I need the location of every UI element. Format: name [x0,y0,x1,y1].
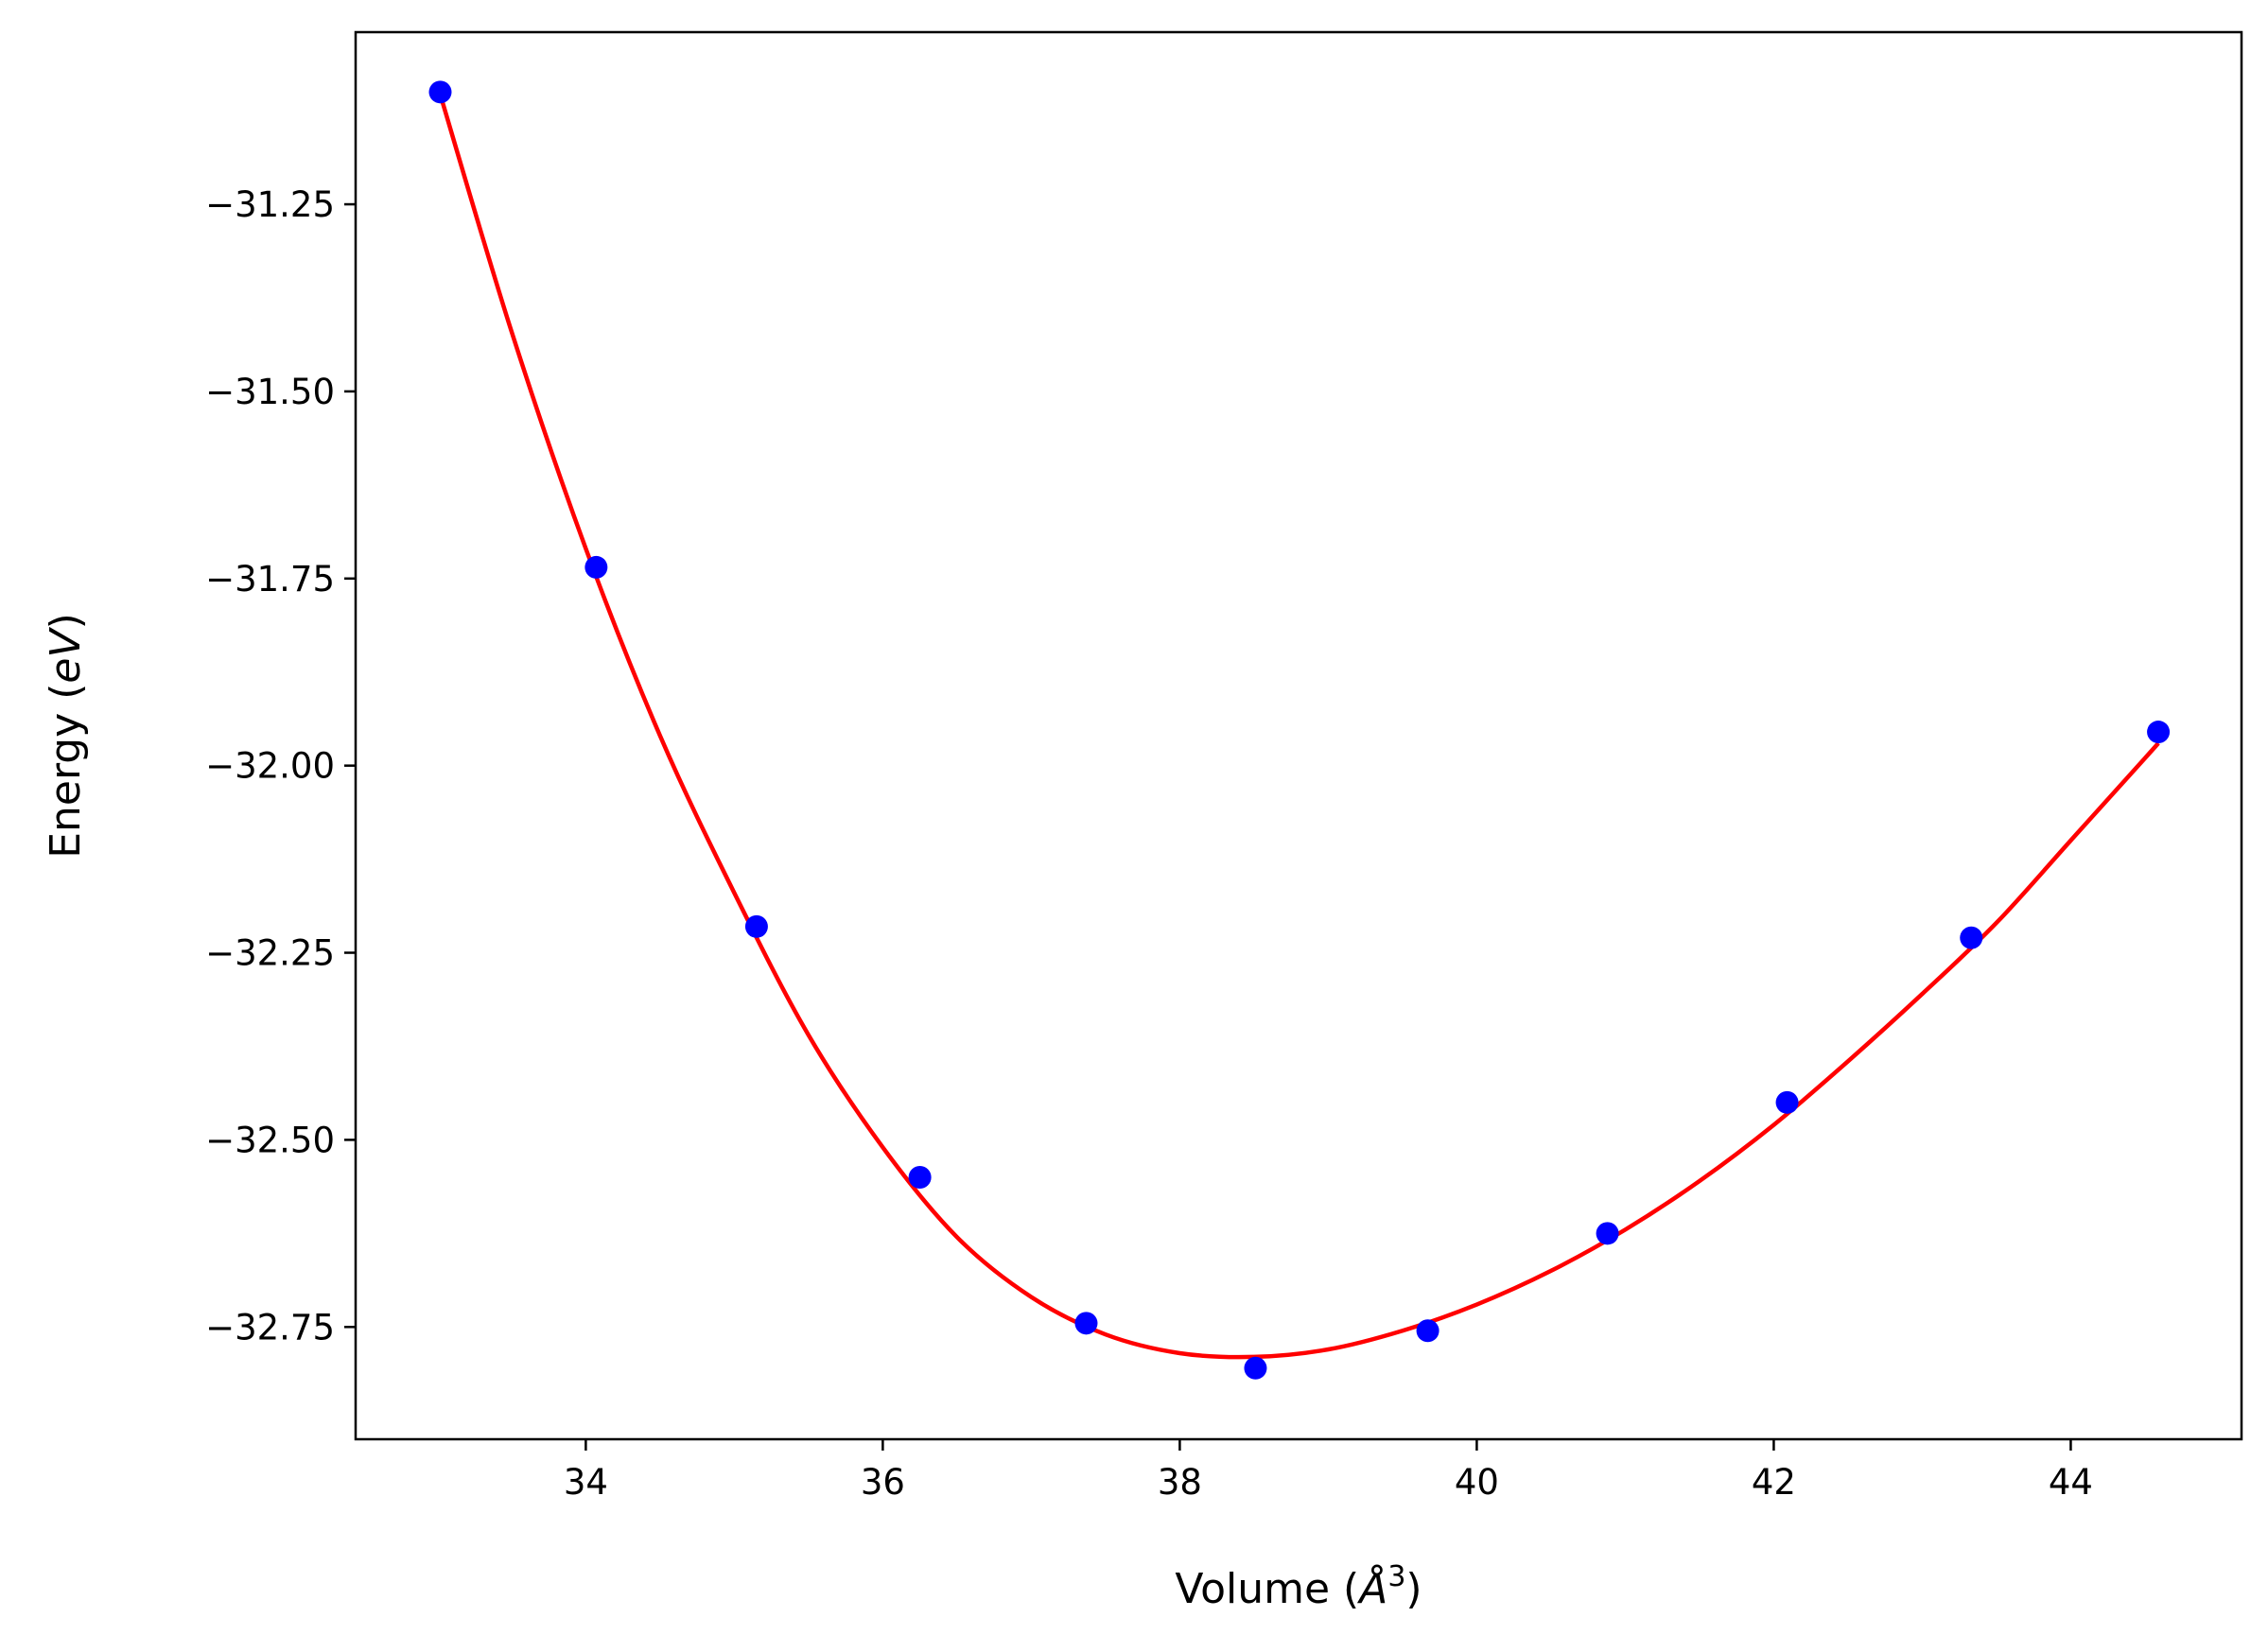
data-point [584,555,608,579]
y-tick-label: −31.25 [205,184,335,225]
y-axis-ticks: −31.25 −31.50 −31.75 −32.00 −32.25 −32.50 −32.… [205,184,356,1348]
data-point [1416,1319,1439,1343]
data-point [1074,1312,1098,1335]
plot-background [356,32,2242,1439]
x-tick-label: 34 [564,1462,608,1503]
y-axis-label: Energy (eV) [42,613,90,859]
x-axis-label-prefix: Volume ( [1175,1565,1359,1613]
x-axis-ticks: 34 36 38 40 42 44 [564,1439,2093,1503]
x-axis-label-sup: 3 [1387,1560,1405,1593]
data-point [744,914,768,938]
data-points-layer [428,80,2171,1380]
data-point [1596,1222,1619,1245]
x-tick-label: 42 [1752,1462,1796,1503]
y-tick-label: −31.50 [205,372,335,412]
x-tick-label: 36 [861,1462,905,1503]
y-axis-label-suffix: ) [42,613,90,629]
x-tick-label: 40 [1455,1462,1499,1503]
y-tick-label: −31.75 [205,559,335,600]
fit-curve-layer [435,83,2160,1360]
x-axis-label-suffix: ) [1405,1565,1422,1613]
x-axis-label: Volume (Å3) [1175,1560,1422,1613]
plot-frame [354,30,2243,1441]
data-point [428,80,452,104]
x-axis-label-unit: Å [1356,1563,1387,1613]
data-point [908,1165,932,1189]
x-tick-label: 38 [1158,1462,1202,1503]
y-tick-label: −32.50 [205,1120,335,1160]
data-point [1775,1090,1799,1114]
y-tick-label: −32.75 [205,1307,335,1348]
data-point [1244,1356,1267,1380]
y-axis-label-unit: eV [42,627,90,684]
data-point [2147,721,2171,744]
y-tick-label: −32.25 [205,933,335,974]
y-axis-label-prefix: Energy ( [42,684,90,859]
data-point [1960,926,1983,949]
x-tick-label: 44 [2049,1462,2093,1503]
y-tick-label: −32.00 [205,746,335,787]
fit-curve-line [435,83,2160,1360]
